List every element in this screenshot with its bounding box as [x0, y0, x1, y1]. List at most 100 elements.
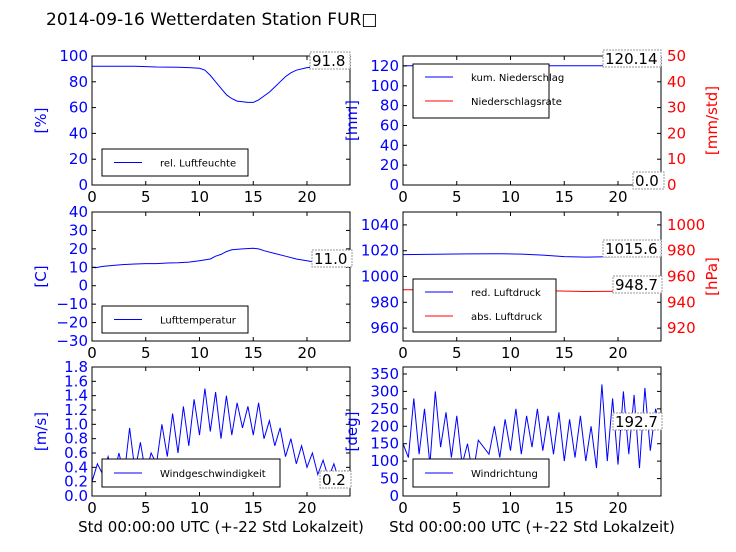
y-tick-label: 0.6: [64, 444, 88, 462]
value-annotation: 0.0: [635, 172, 659, 190]
x-tick-label: 15: [244, 188, 263, 206]
y-tick-label: 300: [370, 382, 399, 400]
x-tick-label: 15: [244, 499, 263, 517]
x-tick-label: 10: [190, 188, 209, 206]
legend-label: Lufttemperatur: [160, 316, 237, 327]
y-tick-label: 0: [78, 277, 88, 295]
plot-frame: [91, 211, 351, 342]
x-tick-label: 15: [555, 188, 574, 206]
series-line: [92, 65, 350, 103]
value-annotation: 192.7: [615, 413, 658, 431]
chart-panel-temperature: 0 5 10 15 20−30−20−10010203040[C]Lufttempera…: [32, 203, 353, 362]
value-annotation-box: [309, 51, 351, 70]
x-tick-label: 10: [190, 344, 209, 362]
x-tick-label: 0: [398, 344, 408, 362]
y2-tick-label: 940: [667, 293, 696, 311]
y-tick-label: 100: [370, 452, 399, 470]
x-axis-label: Std 00:00:00 UTC (+-22 Std Lokalzeit): [389, 518, 675, 536]
value-annotation-box: [632, 171, 665, 190]
legend-label: Windrichtung: [471, 469, 538, 480]
x-tick-label: 0: [87, 344, 97, 362]
chart-panel-humidity: 0 5 10 15 20 0 20 40 60 80 100 [%] rel. Luftfeuchte 9…: [32, 47, 351, 206]
value-annotation-box: [602, 49, 662, 68]
value-annotation: 0.2: [322, 471, 346, 489]
x-tick-label: 0: [398, 499, 408, 517]
x-tick-label: 15: [555, 344, 574, 362]
legend-label: rel. Luftfeuchte: [160, 159, 236, 170]
y-tick-label: 20: [69, 240, 88, 258]
y-tick-label: 350: [370, 365, 399, 383]
x-tick-label: 15: [244, 344, 263, 362]
x-tick-label: 5: [141, 499, 151, 517]
x-tick-label: 0: [87, 499, 97, 517]
x-axis-label: Std 00:00:00 UTC (+-22 Std Lokalzeit): [78, 518, 364, 536]
plot-frame: [402, 55, 662, 186]
plot-frame: [402, 366, 662, 497]
y-tick-label: 0: [78, 176, 88, 194]
y-tick-label: 80: [380, 97, 399, 115]
y-tick-label: 1.8: [64, 358, 88, 376]
x-tick-label: 5: [452, 344, 462, 362]
y-tick-label: 100: [59, 47, 88, 65]
y-axis-label: [deg]: [343, 412, 361, 452]
y-tick-label: 20: [69, 150, 88, 168]
y-tick-label: 1040: [361, 216, 399, 234]
y-axis-label: [%]: [32, 108, 50, 134]
x-tick-label: 10: [190, 499, 209, 517]
y-tick-label: 40: [69, 124, 88, 142]
y-tick-label: 0.0: [64, 487, 88, 505]
y2-tick-label: 10: [667, 150, 686, 168]
y-axis-label: [m/s]: [32, 412, 50, 451]
value-annotation: 11.0: [314, 250, 347, 268]
y-tick-label: 60: [380, 116, 399, 134]
value-annotation-box: [311, 249, 353, 268]
y-tick-label: 80: [69, 73, 88, 91]
y2-tick-label: 980: [667, 242, 696, 260]
legend-box: [412, 278, 557, 333]
x-tick-label: 20: [608, 188, 627, 206]
y-tick-label: 960: [370, 319, 399, 337]
value-annotation: 948.7: [615, 276, 658, 294]
legend-label: Niederschlagsrate: [471, 97, 562, 108]
y2-tick-label: 1000: [667, 216, 705, 234]
y2-tick-label: 920: [667, 319, 696, 337]
value-annotation: 91.8: [312, 52, 345, 70]
y-tick-label: 150: [370, 435, 399, 453]
value-annotation: 120.14: [605, 50, 658, 68]
value-annotation-box: [319, 470, 352, 489]
y-tick-label: 1020: [361, 242, 399, 260]
x-tick-label: 20: [297, 344, 316, 362]
y-axis-label: [C]: [32, 265, 50, 287]
y-tick-label: 1.6: [64, 372, 88, 390]
x-tick-label: 20: [608, 344, 627, 362]
y-tick-label: −20: [56, 314, 88, 332]
y2-tick-label: 50: [667, 47, 686, 65]
x-tick-label: 20: [297, 188, 316, 206]
x-tick-label: 20: [297, 499, 316, 517]
series-line: [91, 247, 351, 269]
y2-tick-label: 30: [667, 99, 686, 117]
y-tick-label: 0.2: [64, 473, 88, 491]
y-tick-label: 1.4: [64, 387, 88, 405]
y-tick-label: 1.0: [64, 415, 88, 433]
y-axis-label: [mm]: [343, 100, 361, 141]
y-tick-label: 1.2: [64, 401, 88, 419]
chart-panel-pressure: 0 5 10 15 20 960 980 1000 1020 1040 920 940 960 980 10…: [361, 211, 721, 362]
x-tick-label: 10: [501, 499, 520, 517]
y-tick-label: 30: [69, 221, 88, 239]
x-tick-label: 15: [555, 499, 574, 517]
value-annotation: 1015.6: [605, 240, 658, 258]
y-tick-label: 100: [370, 77, 399, 95]
x-tick-label: 5: [141, 344, 151, 362]
y-tick-label: 980: [370, 293, 399, 311]
series-line: [402, 384, 662, 476]
y-tick-label: 0.4: [64, 458, 88, 476]
y2-tick-label: 20: [667, 124, 686, 142]
y-tick-label: 40: [69, 203, 88, 221]
y-tick-label: 60: [69, 99, 88, 117]
legend-label: abs. Luftdruck: [471, 312, 542, 323]
y2-axis-label: [mm/std]: [703, 86, 721, 155]
y-tick-label: 10: [69, 258, 88, 276]
